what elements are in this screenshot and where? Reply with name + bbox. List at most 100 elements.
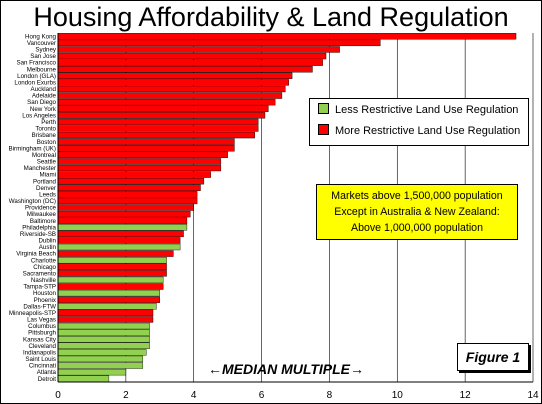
bar bbox=[57, 204, 194, 211]
bar bbox=[57, 230, 184, 238]
bar bbox=[57, 355, 144, 363]
category-label: Virginia Beach bbox=[16, 251, 56, 258]
bar bbox=[57, 59, 323, 66]
legend-item-less: Less Restrictive Land Use Regulation bbox=[318, 103, 518, 117]
legend-item-more: More Restrictive Land Use Regulation bbox=[318, 124, 520, 138]
category-label: Atlanta bbox=[37, 369, 57, 376]
bar bbox=[57, 33, 517, 40]
category-label: Austin bbox=[39, 244, 57, 251]
x-tick-label: 10 bbox=[392, 390, 404, 401]
category-label: Los Angeles bbox=[22, 112, 56, 119]
bar bbox=[57, 52, 327, 60]
bar bbox=[57, 125, 259, 132]
bar bbox=[57, 296, 160, 303]
category-label: Seattle bbox=[37, 159, 57, 166]
bar bbox=[57, 349, 147, 356]
legend: Less Restrictive Land Use Regulation Mor… bbox=[309, 98, 529, 146]
x-tick-label: 2 bbox=[123, 390, 129, 401]
x-tick-label: 14 bbox=[527, 390, 539, 401]
population-note: Markets above 1,500,000 population Excep… bbox=[316, 184, 518, 240]
category-label: Hong Kong bbox=[25, 33, 57, 40]
category-label: New York bbox=[30, 106, 57, 113]
bar bbox=[57, 289, 160, 297]
category-label: Phoenix bbox=[34, 297, 57, 304]
bar bbox=[57, 131, 255, 139]
category-label: Houston bbox=[33, 290, 57, 297]
category-label: Baltimore bbox=[30, 218, 57, 225]
category-label: Cincinnati bbox=[29, 363, 56, 370]
bar bbox=[57, 171, 211, 178]
legend-swatch-more bbox=[318, 124, 329, 135]
category-label: Riverside-SB bbox=[20, 231, 56, 238]
category-label: London (GLA) bbox=[17, 73, 56, 80]
bar bbox=[57, 263, 167, 270]
category-label: Birmingham (UK) bbox=[9, 145, 56, 152]
category-label: Detroit bbox=[38, 376, 57, 383]
category-label: Minneapolis-STP bbox=[9, 310, 56, 317]
note-line-2: Except in Australia & New Zealand: bbox=[334, 206, 500, 218]
bar bbox=[57, 151, 228, 159]
note-line-3: Above 1,000,000 population bbox=[351, 222, 483, 234]
bar bbox=[57, 237, 181, 244]
bar bbox=[57, 85, 286, 93]
category-label: Manchester bbox=[24, 165, 56, 172]
bar bbox=[57, 217, 188, 224]
category-label: Providence bbox=[25, 205, 57, 212]
bar bbox=[57, 105, 269, 112]
bar bbox=[57, 118, 259, 126]
category-label: Dallas-FTW bbox=[23, 303, 56, 310]
category-label: Toronto bbox=[35, 126, 56, 133]
category-label: Miami bbox=[40, 172, 57, 179]
x-tick-label: 6 bbox=[259, 390, 265, 401]
category-label: Washington (DC) bbox=[9, 198, 56, 205]
figure-label: Figure 1 bbox=[457, 343, 529, 371]
bar bbox=[57, 283, 164, 290]
bar bbox=[57, 112, 266, 119]
category-label: Chicago bbox=[33, 264, 56, 271]
category-label: Tampa-STP bbox=[23, 284, 56, 291]
bar bbox=[57, 329, 150, 336]
bar bbox=[57, 375, 110, 382]
bar bbox=[57, 210, 191, 218]
category-label: London Exurbs bbox=[14, 79, 56, 86]
bar bbox=[57, 270, 167, 277]
category-label: San Francisco bbox=[16, 60, 56, 67]
bar bbox=[57, 256, 167, 264]
bar bbox=[57, 138, 235, 145]
bar bbox=[57, 145, 235, 152]
note-line-1: Markets above 1,500,000 population bbox=[331, 190, 503, 202]
legend-label-less: Less Restrictive Land Use Regulation bbox=[335, 104, 519, 116]
bar bbox=[57, 368, 127, 376]
category-label: San Diego bbox=[27, 99, 56, 106]
category-label: Charlotte bbox=[31, 257, 57, 264]
bar bbox=[57, 158, 222, 165]
x-tick-labels: 0 2 4 6 8 10 12 14 bbox=[55, 390, 539, 401]
category-label: Sacramento bbox=[23, 270, 57, 277]
category-label: Saint Louis bbox=[25, 356, 56, 363]
category-label: Perth bbox=[41, 119, 56, 126]
category-label: Indianapolis bbox=[23, 349, 56, 356]
bar bbox=[57, 309, 154, 317]
bar bbox=[57, 177, 205, 185]
bar bbox=[57, 316, 154, 323]
legend-swatch-less bbox=[318, 103, 329, 114]
category-label: Milwaukee bbox=[27, 211, 57, 218]
bar bbox=[57, 322, 150, 330]
category-label: San Jose bbox=[30, 53, 56, 60]
category-label: Portland bbox=[33, 178, 57, 185]
bars bbox=[57, 33, 517, 382]
category-label: Melbourne bbox=[27, 66, 57, 73]
category-label: Cleveland bbox=[28, 343, 56, 350]
category-label: Denver bbox=[36, 185, 56, 192]
bar bbox=[57, 250, 174, 257]
category-label: Adelaide bbox=[32, 93, 57, 100]
bar bbox=[57, 191, 198, 198]
bar bbox=[57, 224, 188, 231]
bar bbox=[57, 342, 150, 349]
bar bbox=[57, 197, 198, 205]
x-tick-label: 8 bbox=[327, 390, 333, 401]
axes bbox=[57, 33, 533, 383]
bar bbox=[57, 243, 181, 251]
